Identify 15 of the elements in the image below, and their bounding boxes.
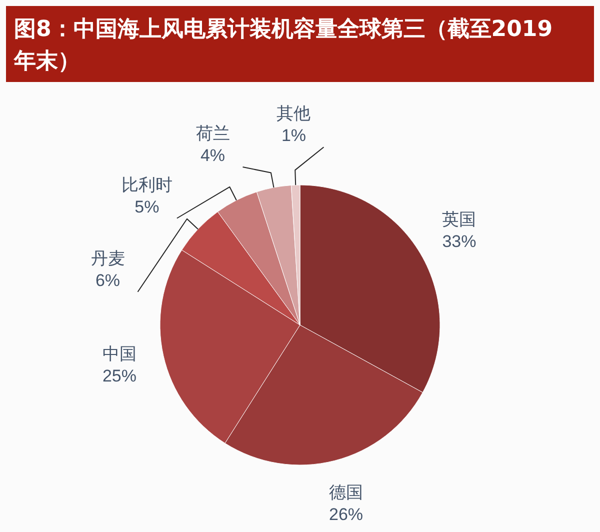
data-label: 1%	[281, 126, 306, 146]
data-label: 6%	[95, 270, 120, 290]
slice-label: 丹麦	[90, 248, 125, 269]
slice-label: 德国	[329, 483, 364, 504]
data-label: 5%	[134, 197, 160, 216]
slice-label: 荷兰	[196, 124, 230, 144]
data-label: 4%	[200, 146, 226, 166]
slice-label: 比利时	[121, 175, 172, 196]
data-label: 26%	[328, 505, 364, 524]
data-label: 33%	[442, 232, 476, 251]
slice-label: 中国	[102, 344, 136, 364]
slice-label: 其他	[276, 104, 311, 124]
chart-title: 图8：中国海上风电累计装机容量全球第三（截至2019年末）	[13, 16, 553, 74]
data-label: 25%	[102, 366, 136, 386]
slice-label: 英国	[442, 210, 476, 230]
